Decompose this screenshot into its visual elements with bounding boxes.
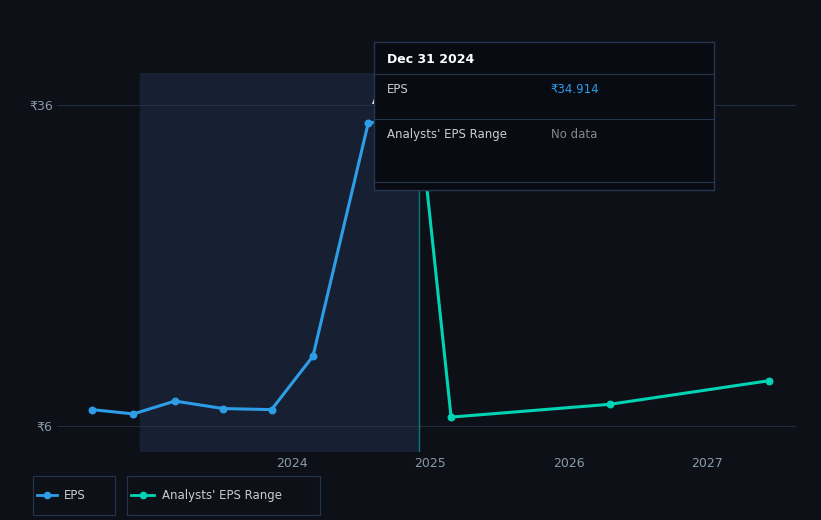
Point xyxy=(306,352,319,360)
Point xyxy=(413,112,426,121)
Text: EPS: EPS xyxy=(388,83,409,96)
Point xyxy=(413,112,426,121)
Point xyxy=(413,112,426,121)
Point xyxy=(85,406,99,414)
Point xyxy=(217,405,230,413)
Bar xyxy=(140,73,420,452)
Point xyxy=(168,397,181,405)
Text: Dec 31 2024: Dec 31 2024 xyxy=(388,54,475,67)
Point xyxy=(265,406,278,414)
Text: Analysts' EPS Range: Analysts' EPS Range xyxy=(388,127,507,140)
Text: No data: No data xyxy=(551,127,597,140)
Text: Analysts Forecasts: Analysts Forecasts xyxy=(430,94,540,107)
Text: Actual: Actual xyxy=(372,94,414,107)
Point xyxy=(362,119,375,127)
Point xyxy=(603,400,617,408)
Point xyxy=(444,413,457,421)
Point xyxy=(413,112,426,121)
Point xyxy=(762,376,775,385)
Text: Analysts' EPS Range: Analysts' EPS Range xyxy=(162,489,282,502)
Point xyxy=(41,491,54,499)
Text: ₹34.914: ₹34.914 xyxy=(551,83,599,96)
Point xyxy=(414,101,427,110)
Text: EPS: EPS xyxy=(64,489,85,502)
Point xyxy=(127,410,140,418)
Point xyxy=(136,491,149,499)
